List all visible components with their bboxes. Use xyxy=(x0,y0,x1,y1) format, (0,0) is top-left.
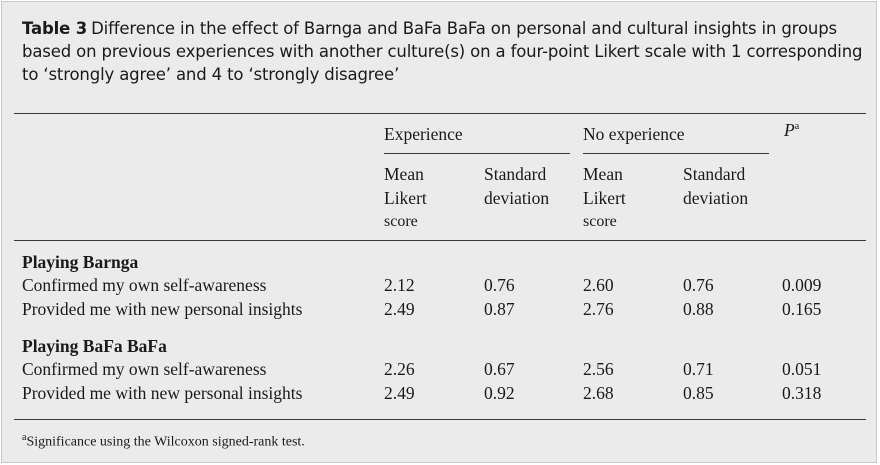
table-caption: Table 3 Difference in the effect of Barng… xyxy=(22,17,867,86)
sd-line1: Standard xyxy=(484,164,547,184)
section-title-bafa-bafa: Playing BaFa BaFa xyxy=(22,336,167,356)
header-noexp-mean: Mean Likert score xyxy=(583,162,626,234)
noexp-mean-cell: 2.60 xyxy=(583,275,614,295)
noexp-sd-cell: 0.71 xyxy=(683,359,714,379)
row-label: Provided me with new personal insights xyxy=(22,383,303,403)
header-rule xyxy=(14,240,866,241)
sd-line2: deviation xyxy=(683,188,749,208)
exp-sd-cell: 0.76 xyxy=(484,275,515,295)
header-no-experience: No experience xyxy=(583,124,685,144)
noexp-mean-cell: 2.68 xyxy=(583,383,614,403)
sd-line2: deviation xyxy=(484,188,550,208)
noexp-sd-cell: 0.88 xyxy=(683,299,714,319)
exp-mean-cell: 2.49 xyxy=(384,299,415,319)
noexp-mean-cell: 2.76 xyxy=(583,299,614,319)
row-label: Confirmed my own self-awareness xyxy=(22,275,267,295)
table-number: Table 3 xyxy=(22,19,88,38)
mean-line1: Mean xyxy=(384,164,424,184)
mean-line1: Mean xyxy=(583,164,623,184)
footnote-text: Significance using the Wilcoxon signed-r… xyxy=(26,434,305,450)
experience-group-rule xyxy=(384,153,570,154)
row-label: Confirmed my own self-awareness xyxy=(22,359,267,379)
mean-line3: score xyxy=(583,213,617,230)
exp-sd-cell: 0.87 xyxy=(484,299,515,319)
section-title-barnga: Playing Barnga xyxy=(22,252,139,272)
bottom-rule xyxy=(14,419,866,420)
p-value-cell: 0.165 xyxy=(782,299,822,319)
mean-line2: Likert xyxy=(384,188,427,208)
caption-text: Difference in the effect of Barnga and B… xyxy=(22,19,863,84)
noexp-sd-cell: 0.76 xyxy=(683,275,714,295)
no-experience-group-rule xyxy=(583,153,769,154)
exp-sd-cell: 0.92 xyxy=(484,383,515,403)
table-footnote: aSignificance using the Wilcoxon signed-… xyxy=(22,432,305,451)
row-label: Provided me with new personal insights xyxy=(22,299,303,319)
exp-mean-cell: 2.12 xyxy=(384,275,415,295)
noexp-mean-cell: 2.56 xyxy=(583,359,614,379)
header-experience: Experience xyxy=(384,124,463,144)
sd-line1: Standard xyxy=(683,164,746,184)
top-rule xyxy=(14,113,866,114)
p-label: P xyxy=(784,120,795,140)
mean-line2: Likert xyxy=(583,188,626,208)
header-exp-mean: Mean Likert score xyxy=(384,162,427,234)
p-footnote-marker: a xyxy=(794,121,800,133)
header-noexp-sd: Standard deviation xyxy=(683,162,748,210)
header-exp-sd: Standard deviation xyxy=(484,162,549,210)
p-value-cell: 0.009 xyxy=(782,275,822,295)
exp-sd-cell: 0.67 xyxy=(484,359,515,379)
noexp-sd-cell: 0.85 xyxy=(683,383,714,403)
p-value-cell: 0.318 xyxy=(782,383,822,403)
exp-mean-cell: 2.26 xyxy=(384,359,415,379)
footnote-marker: a xyxy=(22,432,27,443)
exp-mean-cell: 2.49 xyxy=(384,383,415,403)
header-p-value: Pa xyxy=(784,120,799,141)
p-value-cell: 0.051 xyxy=(782,359,822,379)
mean-line3: score xyxy=(384,213,418,230)
